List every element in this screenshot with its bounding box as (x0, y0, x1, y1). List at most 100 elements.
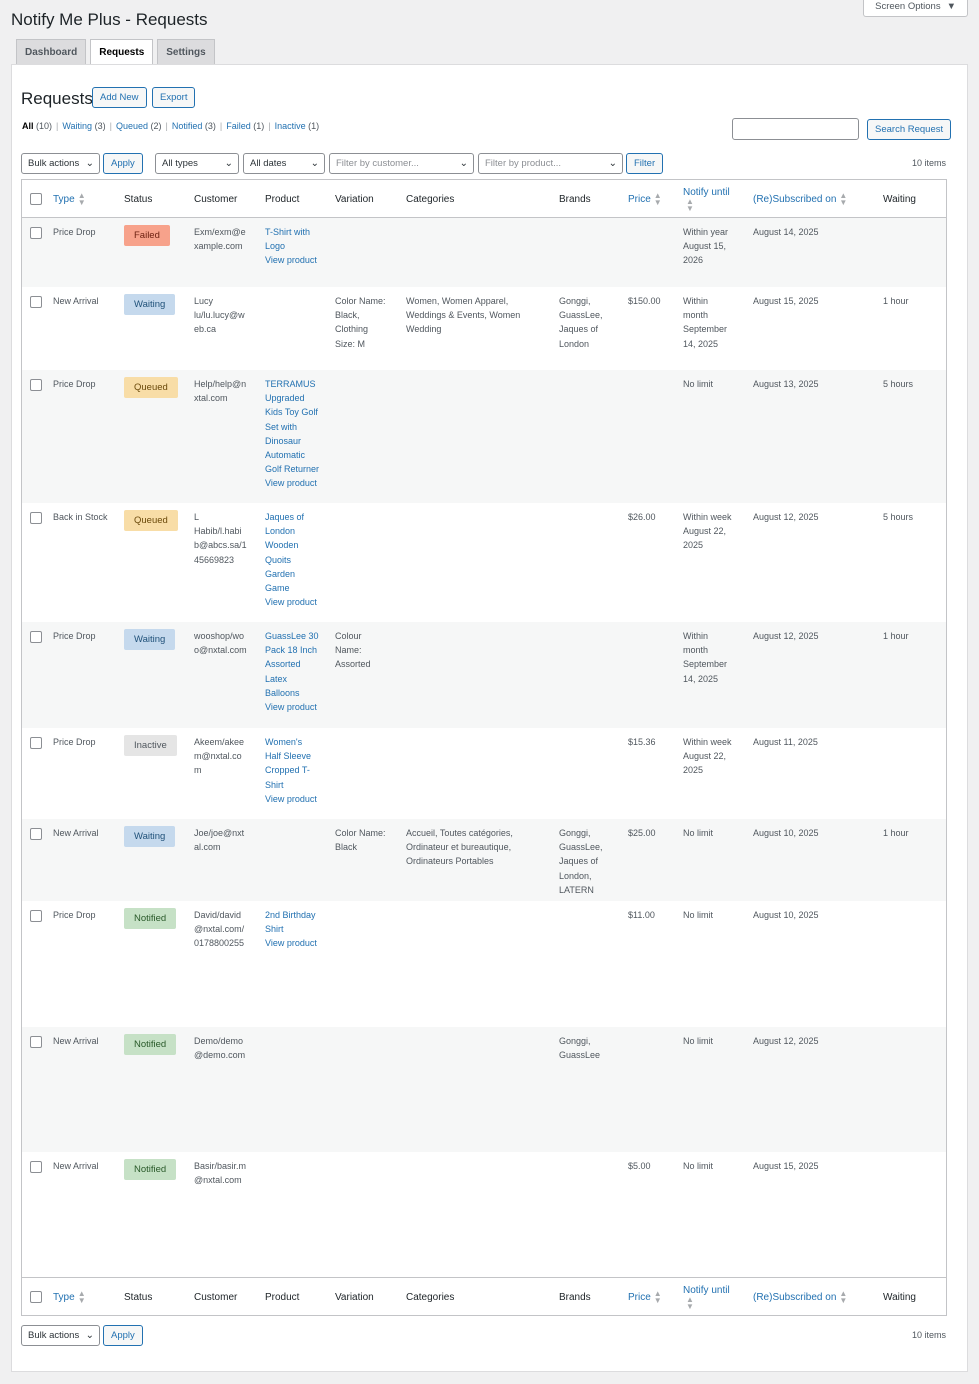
table-row: Price Drop Waiting wooshop/wo o@nxtal.com Gu… (22, 622, 946, 728)
product-link-line[interactable]: Wooden (265, 540, 299, 551)
row-checkbox[interactable] (30, 1161, 42, 1173)
tab-settings[interactable]: Settings (157, 39, 215, 64)
product-link-line[interactable]: London (265, 526, 296, 537)
product-link-line[interactable]: Upgraded (265, 393, 305, 404)
view-queued[interactable]: Queued (2) (115, 121, 162, 131)
row-checkbox[interactable] (30, 910, 42, 922)
product-link-line[interactable]: Game (265, 583, 290, 594)
product-link-line[interactable]: Pack 18 Inch (265, 645, 318, 656)
product-link-line[interactable]: Golf Returner (265, 464, 320, 475)
product-link-line[interactable]: Kids Toy Golf (265, 407, 318, 418)
product-link-line[interactable]: GuassLee 30 (265, 631, 319, 641)
date-filter-select[interactable]: All dates ⌄ (243, 153, 325, 174)
view-waiting[interactable]: Waiting (3) (62, 121, 106, 131)
view-notified[interactable]: Notified (3) (171, 121, 216, 131)
filter-button[interactable]: Filter (626, 153, 664, 174)
row-checkbox[interactable] (30, 227, 42, 239)
view-product-link[interactable]: View product (265, 793, 317, 804)
product-link-line[interactable]: T-Shirt with (265, 227, 311, 237)
row-checkbox[interactable] (30, 828, 42, 840)
product-link-line[interactable]: Jaques of (265, 512, 305, 522)
customer-filter-select[interactable]: Filter by customer... ⌄ (329, 153, 474, 174)
product-filter-select[interactable]: Filter by product... ⌄ (478, 153, 623, 174)
customer-line: b@abcs.sa/1 (194, 540, 247, 551)
product-link: 2nd Birthday Shirt View product (265, 908, 317, 951)
subscribed-on: August 15, 2025 (753, 1161, 819, 1171)
request-type: New Arrival (53, 296, 99, 306)
footer-column-notify-until[interactable]: Notify until ▲ ▼ (683, 1284, 730, 1311)
apply-button[interactable]: Apply (103, 153, 143, 174)
view-all[interactable]: All (10) (22, 121, 53, 131)
column-type[interactable]: Type ▲ ▼ (53, 191, 86, 207)
footer-column-price[interactable]: Price ▲ ▼ (628, 1289, 662, 1305)
footer-column-type[interactable]: Type ▲ ▼ (53, 1289, 86, 1305)
product-link-line[interactable]: Shirt (265, 924, 284, 935)
export-button[interactable]: Export (152, 87, 196, 108)
bulk-actions-select[interactable]: Bulk actions ⌄ (21, 153, 100, 174)
customer-line: @demo.com (194, 1050, 246, 1061)
product-link-line[interactable]: Set with (265, 421, 298, 432)
bulk-actions-select-bottom[interactable]: Bulk actions ⌄ (21, 1325, 100, 1346)
product-link-line[interactable]: Shirt (265, 779, 284, 790)
table-row: Back in Stock Queued L Habib/l.habi b@abcs.s… (22, 503, 946, 622)
notify-until-line: September (683, 324, 728, 335)
row-checkbox[interactable] (30, 737, 42, 749)
view-product-link[interactable]: View product (265, 255, 317, 266)
product-link-line[interactable]: Dinosaur (265, 435, 302, 446)
brands-line: London (559, 338, 590, 349)
row-checkbox[interactable] (30, 296, 42, 308)
product-link-line[interactable]: Assorted (265, 659, 301, 670)
row-checkbox[interactable] (30, 631, 42, 643)
search-request-button[interactable]: Search Request (867, 119, 952, 140)
product-link-line[interactable]: Quoits (265, 554, 292, 565)
product-link-line[interactable]: Latex (265, 673, 288, 684)
view-product-link[interactable]: View product (265, 702, 317, 713)
notify-until: Within year August 15, 2026 (683, 225, 728, 268)
product-link-line[interactable]: Women's (265, 737, 303, 747)
tab-requests[interactable]: Requests (90, 39, 154, 65)
variation-line: Black, (335, 310, 360, 321)
customer-line: 45669823 (194, 554, 235, 565)
categories-line: Ordinateurs Portables (406, 856, 494, 867)
screen-options-button[interactable]: Screen Options ▼ (863, 0, 968, 17)
column-price[interactable]: Price ▲ ▼ (628, 191, 662, 207)
notify-until: No limit (683, 1159, 713, 1173)
product-link-line[interactable]: TERRAMUS (265, 379, 316, 389)
product-link-line[interactable]: Balloons (265, 687, 300, 698)
view-product-link[interactable]: View product (265, 938, 317, 949)
notify-until: Within week August 22, 2025 (683, 510, 732, 553)
chevron-down-icon: ⌄ (310, 158, 319, 169)
notify-until-line: No limit (683, 910, 714, 920)
row-checkbox[interactable] (30, 512, 42, 524)
search-input[interactable] (732, 118, 859, 140)
brands-line: LATERN (559, 884, 594, 895)
tab-dashboard[interactable]: Dashboard (16, 39, 87, 64)
apply-button-bottom[interactable]: Apply (103, 1325, 143, 1346)
view-failed[interactable]: Failed (1) (226, 121, 265, 131)
view-product-link[interactable]: View product (265, 597, 317, 608)
column-waiting: Waiting (883, 193, 916, 205)
customer-line: Exm/exm@e (194, 227, 246, 237)
column-subscribed-on[interactable]: (Re)Subscribed on ▲ ▼ (753, 191, 848, 207)
view-inactive[interactable]: Inactive (1) (274, 121, 320, 131)
subscribed-on: August 12, 2025 (753, 631, 819, 641)
requests-table: Type ▲ ▼ Status Customer Product Variation… (21, 179, 947, 1316)
add-new-button[interactable]: Add New (92, 87, 147, 108)
product-link-line[interactable]: Logo (265, 241, 286, 252)
select-all-checkbox-footer[interactable] (30, 1291, 42, 1303)
product-link-line[interactable]: Cropped T- (265, 765, 310, 776)
row-checkbox[interactable] (30, 379, 42, 391)
customer-line: al.com (194, 842, 221, 853)
type-filter-select[interactable]: All types ⌄ (155, 153, 239, 174)
status-badge: Notified (124, 1159, 177, 1180)
view-product-link[interactable]: View product (265, 478, 317, 489)
select-all-checkbox[interactable] (30, 193, 42, 205)
footer-column-subscribed-on[interactable]: (Re)Subscribed on ▲ ▼ (753, 1289, 848, 1305)
product-link-line[interactable]: Garden (265, 568, 296, 579)
column-notify-until[interactable]: Notify until ▲ ▼ (683, 186, 730, 213)
product-link-line[interactable]: Automatic (265, 450, 306, 461)
product-link-line[interactable]: Half Sleeve (265, 751, 312, 762)
product-link-line[interactable]: 2nd Birthday (265, 910, 316, 920)
row-checkbox[interactable] (30, 1036, 42, 1048)
notify-until: Within month September 14, 2025 (683, 294, 727, 351)
